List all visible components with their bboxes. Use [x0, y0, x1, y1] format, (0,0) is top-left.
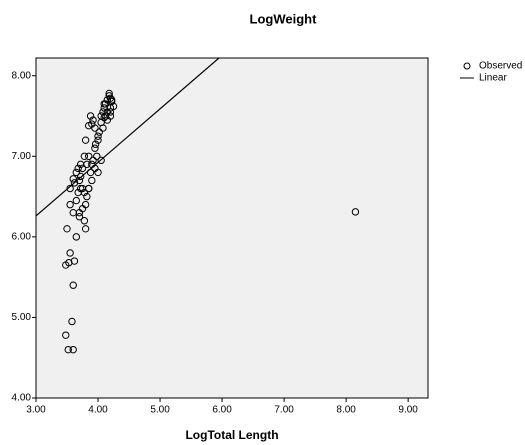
data-point	[99, 108, 107, 116]
x-tick-label: 4.00	[88, 405, 108, 416]
data-point	[66, 200, 74, 209]
data-point	[107, 96, 116, 104]
data-point	[78, 204, 87, 213]
data-point	[86, 112, 95, 120]
y-tick-label: 5.00	[12, 312, 32, 323]
x-tick-label: 6.00	[212, 405, 232, 416]
data-point	[106, 108, 115, 116]
data-point	[83, 160, 91, 169]
data-point	[106, 104, 115, 112]
data-point	[105, 89, 113, 98]
data-point	[91, 124, 99, 132]
data-point	[68, 317, 76, 326]
data-point	[94, 132, 102, 140]
data-point	[66, 249, 74, 257]
data-point	[80, 188, 89, 197]
data-point	[69, 345, 77, 354]
data-point	[63, 225, 71, 233]
data-point	[85, 121, 93, 130]
x-tick-label: 5.00	[150, 405, 170, 416]
data-point	[89, 116, 97, 124]
y-tick-label: 8.00	[12, 70, 32, 81]
data-point	[83, 192, 91, 201]
data-point	[75, 213, 84, 221]
data-point	[89, 156, 97, 165]
x-tick-label: 8.00	[336, 405, 356, 416]
data-point	[69, 281, 77, 289]
data-point	[93, 152, 101, 160]
data-point	[85, 184, 93, 193]
legend-label: Observed	[479, 61, 522, 72]
data-point	[76, 172, 85, 181]
data-point	[351, 208, 360, 216]
data-point	[101, 112, 110, 120]
data-point	[91, 144, 99, 152]
data-point	[95, 128, 103, 136]
y-tick-label: 4.00	[12, 393, 32, 404]
data-point	[88, 176, 96, 185]
x-tick-label: 3.00	[26, 405, 46, 416]
legend-marker	[463, 62, 471, 70]
chart-title: LogWeight	[250, 11, 318, 26]
y-tick-label: 6.00	[12, 232, 32, 243]
data-point	[76, 184, 85, 193]
data-point	[85, 152, 93, 160]
legend-label: Linear	[479, 73, 507, 84]
data-point	[99, 124, 107, 132]
data-point	[62, 331, 70, 339]
data-point	[91, 140, 100, 148]
x-tick-label: 9.00	[398, 405, 418, 416]
data-point	[78, 164, 87, 173]
fit-line	[36, 58, 220, 217]
data-point	[106, 112, 115, 120]
data-point	[80, 152, 89, 160]
data-point	[74, 164, 82, 173]
data-point	[64, 345, 72, 354]
data-point	[80, 217, 89, 225]
data-point	[70, 257, 79, 265]
x-axis-label: LogTotal Length	[185, 428, 278, 442]
y-tick-label: 7.00	[12, 151, 32, 162]
data-point	[106, 94, 115, 102]
data-point	[100, 100, 108, 108]
plot-area	[35, 57, 429, 399]
data-point	[81, 136, 90, 144]
data-point	[94, 136, 102, 144]
data-point	[72, 168, 81, 177]
data-point	[72, 233, 81, 241]
x-tick-label: 7.00	[274, 405, 294, 416]
data-point	[72, 196, 81, 205]
data-point	[97, 156, 105, 165]
data-point	[81, 225, 90, 233]
